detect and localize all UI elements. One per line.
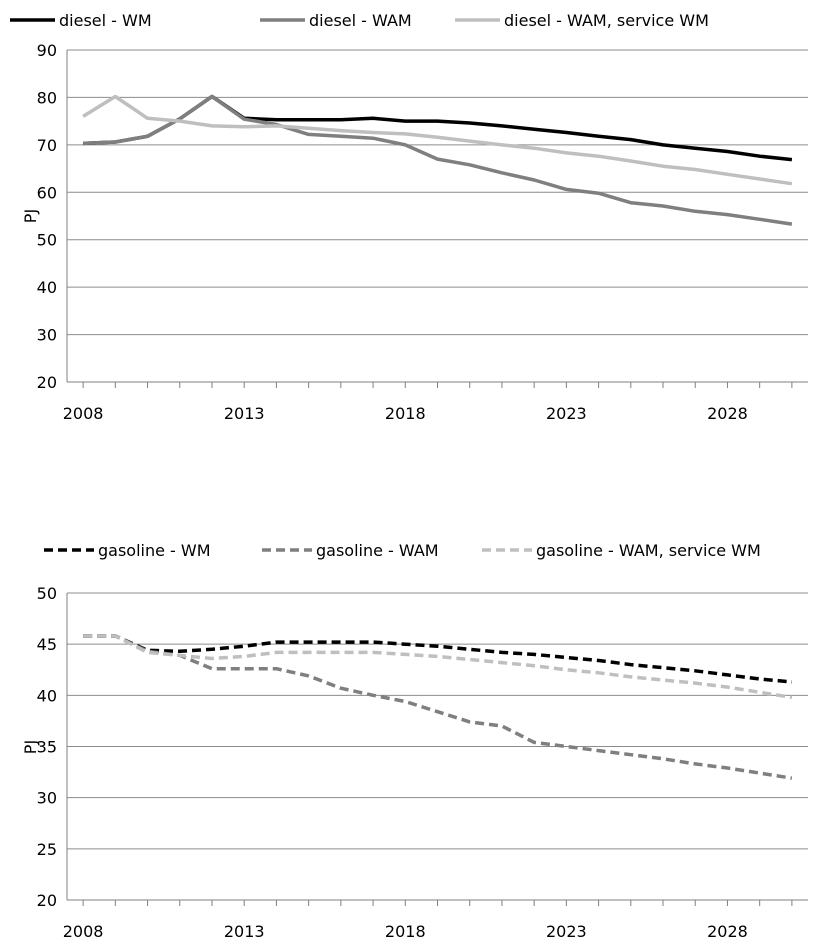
x-tick-label: 2023 bbox=[546, 404, 587, 423]
y-tick-label: 40 bbox=[37, 686, 57, 705]
y-tick-label: 40 bbox=[37, 278, 57, 297]
legend-label-3: gasoline - WAM, service WM bbox=[536, 541, 761, 560]
x-tick-label: 2008 bbox=[63, 404, 104, 423]
y-tick-label: 90 bbox=[37, 41, 57, 60]
x-tick-label: 2013 bbox=[224, 922, 265, 941]
series-line-1 bbox=[83, 634, 793, 684]
y-tick-label: 35 bbox=[37, 738, 57, 757]
y-tick-label: 30 bbox=[37, 326, 57, 345]
x-tick-label: 2028 bbox=[707, 922, 748, 941]
y-tick-label: 50 bbox=[37, 584, 57, 603]
gasoline-chart: 20 25 30 35 40 45 50 2008 2013 2018 2023 2028 PJ gaso… bbox=[21, 541, 808, 941]
y-tick-label: 70 bbox=[37, 136, 57, 155]
x-tick-label: 2018 bbox=[385, 922, 426, 941]
legend-label-3: diesel - WAM, service WM bbox=[504, 11, 709, 30]
x-tick-label: 2028 bbox=[707, 404, 748, 423]
y-tick-label: 25 bbox=[37, 840, 57, 859]
y-axis-label: PJ bbox=[21, 209, 40, 223]
legend-label-1: gasoline - WM bbox=[98, 541, 211, 560]
legend-label-2: gasoline - WAM bbox=[316, 541, 439, 560]
diesel-chart: 20 30 40 50 60 70 80 90 2008 2013 2018 2023 2028 PJ di… bbox=[10, 11, 808, 423]
legend-label-1: diesel - WM bbox=[59, 11, 152, 30]
series-line-3 bbox=[82, 94, 793, 186]
y-tick-label: 20 bbox=[37, 891, 57, 910]
series-line-1 bbox=[83, 94, 793, 162]
series-line-2 bbox=[83, 94, 793, 226]
y-tick-label: 20 bbox=[37, 373, 57, 392]
y-tick-label: 45 bbox=[37, 635, 57, 654]
legend-label-2: diesel - WAM bbox=[309, 11, 412, 30]
x-tick-label: 2023 bbox=[546, 922, 587, 941]
y-axis-label: PJ bbox=[21, 740, 40, 754]
x-tick-label: 2018 bbox=[385, 404, 426, 423]
x-tick-label: 2013 bbox=[224, 404, 265, 423]
y-tick-label: 50 bbox=[37, 231, 57, 250]
series-line-3 bbox=[83, 634, 793, 700]
y-tick-label: 60 bbox=[37, 183, 57, 202]
series-line-2 bbox=[83, 634, 793, 780]
y-tick-label: 80 bbox=[37, 88, 57, 107]
x-tick-label: 2008 bbox=[63, 922, 104, 941]
y-tick-label: 30 bbox=[37, 789, 57, 808]
